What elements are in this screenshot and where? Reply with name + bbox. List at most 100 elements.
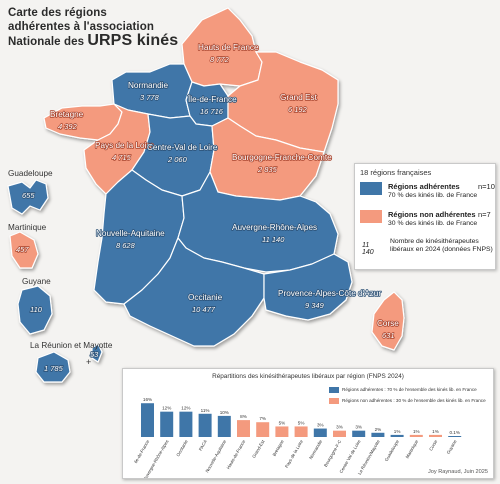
bar-8 xyxy=(294,426,308,437)
bar-value-label-16: 0.1% xyxy=(449,430,459,435)
label-guyane: Guyane xyxy=(22,277,51,286)
bar-13 xyxy=(390,434,404,437)
value-paca: 9 349 xyxy=(305,301,325,310)
bar-value-label-12: 2% xyxy=(375,427,382,432)
label-auvergne-rhone-alpes: Auvergne-Rhône-Alpes xyxy=(232,223,317,232)
value-nouvelle-aquitaine: 8 628 xyxy=(116,241,136,250)
value-guyane: 110 xyxy=(30,305,43,314)
label-corse: Corse xyxy=(377,319,399,328)
value-mayotte: 53 xyxy=(90,350,99,359)
label-normandie: Normandie xyxy=(128,81,168,90)
category-label-3: PACA xyxy=(198,439,208,452)
region-guadeloupe[interactable] xyxy=(7,179,49,215)
category-label-16: Guyane xyxy=(446,439,458,455)
value-martinique: 457 xyxy=(16,245,29,254)
bar-value-label-1: 12% xyxy=(162,406,171,411)
chart-legend-non-text: Régions non adhérentes : 30 % de l'ensem… xyxy=(342,398,486,404)
category-label-15: Corse xyxy=(428,439,438,452)
category-label-8: Pays de la Loire xyxy=(284,439,304,469)
title-line-3: Nationale des URPS kinés xyxy=(8,32,198,49)
bar-5 xyxy=(237,420,250,437)
label-hauts-de-france: Hauts de France xyxy=(198,43,259,52)
value-bourgogne-franche-comte: 2 835 xyxy=(257,165,278,174)
category-label-13: Guadeloupe xyxy=(384,439,401,463)
category-label-10: Bourgogne-F-C xyxy=(323,439,342,468)
bar-chart-panel: Répartitions des kinésithérapeutes libér… xyxy=(122,368,494,481)
region-guyane[interactable] xyxy=(17,285,53,335)
label-martinique: Martinique xyxy=(8,223,47,232)
category-label-5: Hauts-de-France xyxy=(226,439,247,471)
non-adherent-swatch xyxy=(360,210,382,223)
value-pays-de-la-loire: 4 715 xyxy=(112,153,132,162)
chart-legend-adherent-text: Régions adhérentes : 70 % de l'ensemble … xyxy=(342,387,477,393)
bar-3 xyxy=(198,413,212,437)
legend-non-count: n=7 xyxy=(478,210,491,219)
chart-legend-adherent-swatch xyxy=(329,387,339,393)
bar-6 xyxy=(256,422,270,437)
category-label-9: Normandie xyxy=(308,439,323,461)
label-ile-de-france: Île-de-France xyxy=(187,94,237,104)
region-martinique[interactable] xyxy=(9,231,39,269)
label-guadeloupe: Guadeloupe xyxy=(8,169,53,178)
bar-15 xyxy=(429,434,442,437)
bar-value-label-3: 11% xyxy=(201,408,210,413)
bar-value-label-15: 1% xyxy=(432,429,439,434)
value-auvergne-rhone-alpes: 11 140 xyxy=(262,235,285,244)
bar-11 xyxy=(352,430,366,437)
legend-non-title: Régions non adhérentes xyxy=(388,210,476,219)
label-paca: Provence-Alpes-Côte d'Azur xyxy=(278,289,381,298)
bar-7 xyxy=(275,426,289,437)
label-bretagne: Bretagne xyxy=(50,110,84,119)
legend-adherent-count: n=10 xyxy=(478,182,495,191)
label-pays-de-la-loire: Pays de la Loire xyxy=(95,141,154,150)
region-corse[interactable] xyxy=(371,291,405,351)
value-bretagne: 4 392 xyxy=(58,122,78,131)
title-line-3b: URPS kinés xyxy=(87,32,179,49)
value-corse: 631 xyxy=(382,331,395,340)
category-label-7: Bretagne xyxy=(272,439,286,457)
map-title: Carte des régions adhérentes à l'associa… xyxy=(8,6,198,49)
bar-value-label-9: 3% xyxy=(317,423,324,428)
chart-legend-adherent: Régions adhérentes : 70 % de l'ensemble … xyxy=(329,387,477,393)
category-label-6: Grand-Est xyxy=(251,438,266,459)
bar-9 xyxy=(313,428,327,437)
label-reunion-mayotte: La Réunion et Mayotte xyxy=(30,341,113,350)
category-label-12: La Réunion/Mayotte xyxy=(357,439,381,476)
legend-non-sub: 30 % des kinés lib. de France xyxy=(388,220,478,227)
plus-sign: + xyxy=(86,357,91,367)
legend-example-text: Nombre de kinésithérapeutes libéraux en … xyxy=(390,238,493,253)
bar-value-label-13: 1% xyxy=(394,429,401,434)
legend-example-value: 11 140 xyxy=(362,242,374,256)
chart-legend-non: Régions non adhérentes : 30 % de l'ensem… xyxy=(329,398,486,404)
title-line-2: adhérentes à l'association xyxy=(8,21,154,33)
bar-14 xyxy=(409,434,423,437)
label-occitanie: Occitanie xyxy=(188,293,223,302)
region-paca[interactable] xyxy=(263,253,353,321)
bar-value-label-6: 7% xyxy=(259,416,266,421)
map-legend: 18 régions françaises Régions adhérentes… xyxy=(354,163,496,270)
bar-16 xyxy=(448,436,462,437)
value-grand-est: 6 192 xyxy=(288,105,308,114)
bar-value-label-8: 5% xyxy=(298,420,305,425)
value-hauts-de-france: 8 772 xyxy=(210,55,230,64)
adherent-swatch xyxy=(360,182,382,195)
title-line-1: Carte des régions xyxy=(8,7,107,19)
value-guadeloupe: 655 xyxy=(22,191,35,200)
bar-10 xyxy=(333,430,346,437)
value-reunion: 1 785 xyxy=(44,364,64,373)
title-line-3a: Nationale des xyxy=(8,36,88,48)
bar-0 xyxy=(141,403,154,437)
bar-value-label-5: 8% xyxy=(240,414,247,419)
bar-value-label-0: 16% xyxy=(143,397,152,402)
bar-value-label-7: 5% xyxy=(279,420,286,425)
region-mayotte[interactable] xyxy=(91,343,103,363)
value-occitanie: 10 477 xyxy=(192,305,216,314)
chart-title: Répartitions des kinésithérapeutes libér… xyxy=(212,373,404,380)
category-label-0: Ile-de-France xyxy=(133,439,151,465)
label-nouvelle-aquitaine: Nouvelle-Aquitaine xyxy=(96,229,165,238)
category-label-4: Nouvelle-Aquitaine xyxy=(204,439,227,474)
bar-value-label-11: 3% xyxy=(355,425,362,430)
region-la-reunion[interactable] xyxy=(35,351,71,383)
bar-value-label-14: 1% xyxy=(413,429,420,434)
